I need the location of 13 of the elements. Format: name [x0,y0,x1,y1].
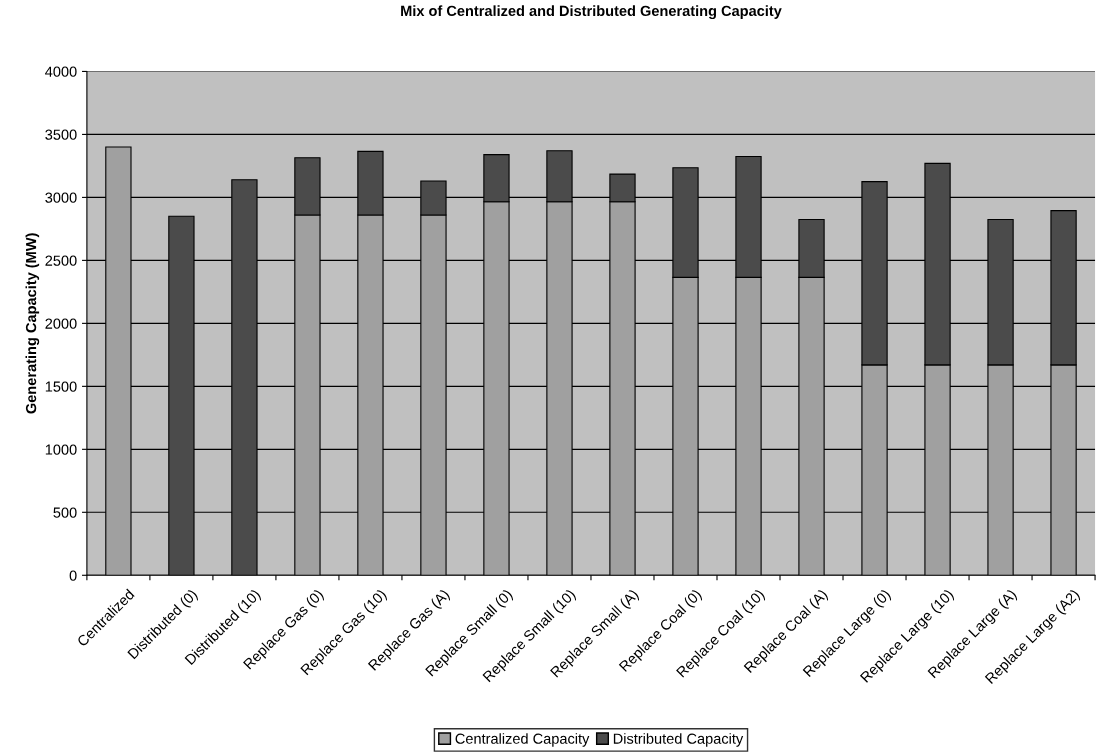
y-tick-label: 1000 [45,444,77,455]
legend-label: Distributed Capacity [613,733,744,747]
y-axis-title: Generating Capacity (MW) [25,233,40,414]
y-tick-label: 3500 [45,129,77,140]
y-tick-label: 0 [69,570,77,581]
y-tick-label: 1500 [45,381,77,392]
y-tick-label: 2000 [45,318,77,329]
y-tick-label: 2500 [45,255,77,266]
legend-label: Centralized Capacity [455,733,590,747]
y-tick-label: 3000 [45,192,77,203]
chart-title: Mix of Centralized and Distributed Generating Capacity [401,5,782,19]
y-tick-label: 500 [53,507,77,518]
y-tick-label: 4000 [45,66,77,77]
